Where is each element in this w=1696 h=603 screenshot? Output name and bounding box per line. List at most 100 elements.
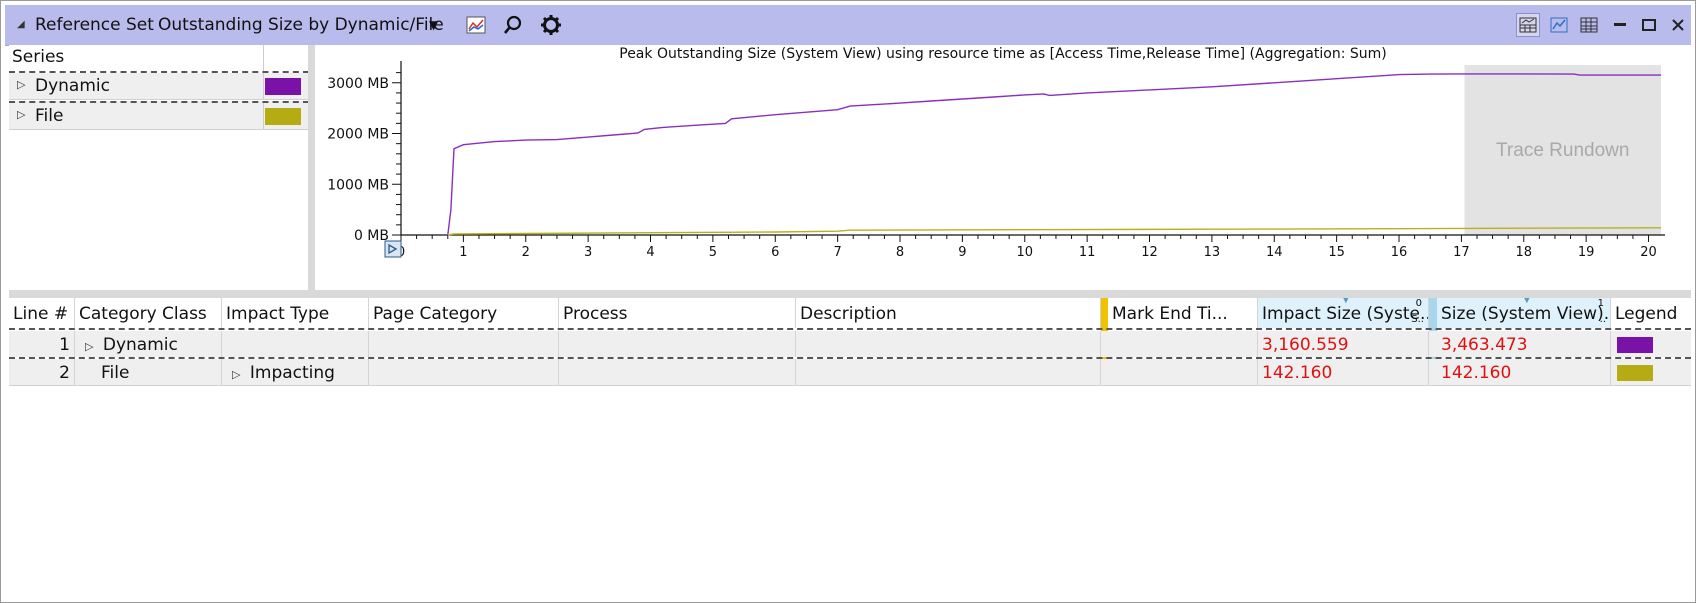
display-graph-and-table-icon[interactable] (1516, 13, 1540, 37)
column-header-impact-size-label: Impact Size (Syste... (1262, 304, 1429, 324)
preset-selector[interactable]: Outstanding Size by Dynamic/File (158, 15, 444, 35)
cell-size: 3,463.473 (1437, 331, 1611, 357)
cell-line-number: 1 (9, 331, 75, 357)
x-tick-label: 13 (1204, 245, 1221, 260)
x-tick-label: 3 (584, 245, 592, 260)
table-row[interactable]: 2 File ▷ Impacting 142.160 142.160 (9, 359, 1691, 385)
cell-category: File (75, 359, 222, 385)
expand-triangle-icon[interactable]: ▷ (17, 78, 26, 91)
series-color-swatch (265, 108, 301, 125)
x-tick-label: 19 (1578, 245, 1595, 260)
y-tick-label: 2000 MB (327, 127, 389, 143)
column-header-line[interactable]: Line # (9, 298, 75, 328)
column-header-size-system-view[interactable]: Size (System View)... 1 .. ▼ (1437, 298, 1611, 328)
column-header-page-category[interactable]: Page Category (369, 298, 559, 328)
series-item-dynamic[interactable]: ▷ Dynamic (9, 73, 309, 100)
x-tick-label: 11 (1079, 245, 1096, 260)
collapse-triangle-icon[interactable]: ◢ (17, 19, 25, 30)
cell-mark-end-time (1108, 359, 1258, 385)
series-line-dynamic (447, 73, 1661, 236)
expand-triangle-icon[interactable]: ▷ (232, 368, 241, 381)
series-header-label: Series (12, 47, 65, 67)
x-tick-label: 1 (459, 245, 467, 260)
y-tick-label: 3000 MB (327, 76, 389, 92)
zoom-handle-icon[interactable] (384, 240, 402, 258)
cell-impact-type (222, 331, 369, 357)
cell-description (796, 359, 1101, 385)
expand-triangle-icon[interactable]: ▷ (85, 340, 94, 353)
trace-rundown-region (1464, 65, 1661, 235)
cell-page-category (369, 359, 559, 385)
x-tick-label: 6 (771, 245, 779, 260)
series-item-label: File (35, 106, 64, 126)
series-item-file[interactable]: ▷ File (9, 101, 309, 130)
cell-page-category (369, 331, 559, 357)
column-header-impact-type[interactable]: Impact Type (222, 298, 369, 328)
chart-title: Peak Outstanding Size (System View) usin… (619, 46, 1387, 62)
display-graph-icon[interactable] (1547, 13, 1571, 37)
cell-impact-size: 3,160.559 (1258, 331, 1429, 357)
y-tick-label: 1000 MB (327, 177, 389, 193)
x-tick-label: 15 (1328, 245, 1345, 260)
column-header-impact-size[interactable]: Impact Size (Syste... 0 S.. ▼ (1258, 298, 1429, 328)
vertical-splitter[interactable] (308, 45, 315, 291)
series-header: Series (9, 45, 309, 73)
sort-arrow-icon: ▼ (1523, 298, 1531, 305)
header-divider (9, 328, 1691, 330)
legend-swatch (1617, 365, 1653, 381)
cell-legend (1611, 331, 1691, 357)
cell-description (796, 331, 1101, 357)
y-tick-label: 0 MB (354, 228, 389, 244)
cell-process (559, 359, 796, 385)
horizontal-splitter[interactable] (9, 290, 1691, 298)
close-icon[interactable] (1666, 13, 1690, 37)
series-color-swatch (265, 78, 301, 95)
cell-category-label: Dynamic (102, 335, 178, 355)
cell-impact-type: ▷ Impacting (222, 359, 369, 385)
maximize-icon[interactable] (1637, 13, 1661, 37)
sort-arrow-icon: ▼ (1342, 298, 1350, 305)
x-tick-label: 7 (833, 245, 841, 260)
series-line-file (447, 227, 1662, 236)
chevron-down-icon[interactable]: ▼ (429, 18, 439, 32)
column-header-mark-end-time[interactable]: Mark End Ti... (1108, 298, 1258, 328)
cell-impact-size: 142.160 (1258, 359, 1429, 385)
x-tick-label: 14 (1266, 245, 1283, 260)
table-row[interactable]: 1 ▷ Dynamic 3,160.559 3,463.473 (9, 331, 1691, 357)
cell-category: ▷ Dynamic (75, 331, 222, 357)
column-header-description[interactable]: Description (796, 298, 1101, 328)
x-tick-label: 17 (1453, 245, 1470, 260)
expand-triangle-icon[interactable]: ▷ (17, 108, 26, 121)
display-table-icon[interactable] (1577, 13, 1601, 37)
view-label: Reference Set (35, 15, 154, 35)
x-tick-label: 8 (896, 245, 904, 260)
search-icon[interactable] (502, 14, 524, 36)
column-header-process[interactable]: Process (559, 298, 796, 328)
view-title-bar: ◢ Reference Set Outstanding Size by Dyna… (5, 5, 1691, 46)
column-header-legend[interactable]: Legend (1615, 304, 1678, 324)
x-tick-label: 12 (1141, 245, 1158, 260)
line-chart[interactable]: Trace Rundown012345678910111213141516171… (315, 45, 1691, 291)
x-tick-label: 9 (958, 245, 966, 260)
gear-icon[interactable] (540, 14, 562, 36)
minimize-icon[interactable] (1608, 13, 1632, 37)
cell-process (559, 331, 796, 357)
column-header-size-label: Size (System View)... (1441, 304, 1611, 324)
x-tick-label: 4 (646, 245, 654, 260)
cell-mark-end-time (1108, 331, 1258, 357)
data-table: Line # Category Class Impact Type Page C… (9, 298, 1691, 598)
sort-sub-label: .. (1599, 314, 1606, 325)
chart-icon[interactable] (465, 14, 487, 36)
cell-legend (1611, 359, 1691, 385)
column-header-category-class[interactable]: Category Class (75, 298, 222, 328)
x-tick-label: 20 (1640, 245, 1657, 260)
trace-rundown-label: Trace Rundown (1496, 140, 1629, 161)
row-divider (9, 357, 1691, 359)
sort-order-label: 1 (1597, 298, 1604, 309)
cell-line-number: 2 (9, 359, 75, 385)
row-divider (9, 385, 1691, 386)
x-tick-label: 10 (1016, 245, 1033, 260)
x-tick-label: 16 (1391, 245, 1408, 260)
cell-impact-type-label: Impacting (249, 363, 335, 383)
